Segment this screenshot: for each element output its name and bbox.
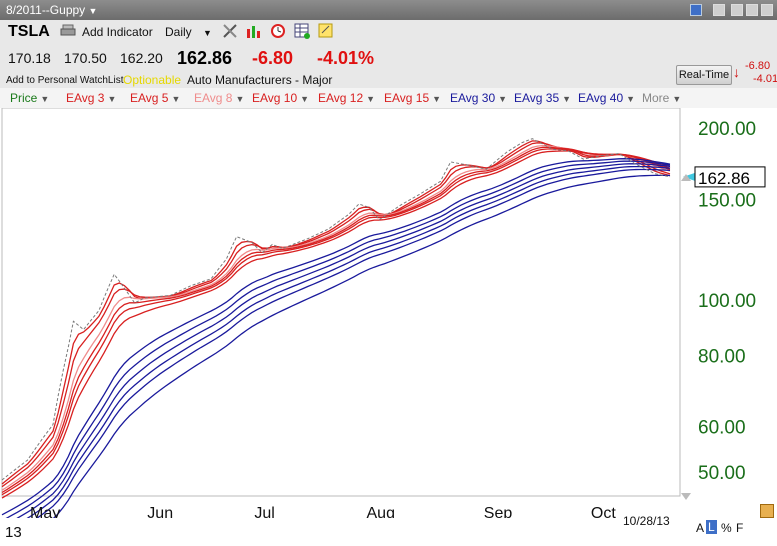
chevron-down-icon[interactable]: ▼ [366, 94, 376, 104]
chart-footer: 13 10/28/13 A L % F [0, 504, 777, 546]
series-line-eavg-12 [1, 148, 671, 496]
scroll-up-icon [681, 174, 691, 181]
period-select[interactable]: Daily ▼ [165, 25, 212, 39]
legend-item-more[interactable]: More ▼ [642, 91, 682, 105]
grid-icon[interactable] [294, 23, 312, 39]
last-price: 162.86 [177, 48, 233, 68]
chevron-down-icon[interactable]: ▼ [498, 94, 508, 104]
legend-item-eavg-30[interactable]: EAvg 30 ▼ [450, 91, 508, 105]
legend-item-eavg-8[interactable]: EAvg 8 ▼ [194, 91, 245, 105]
add-watchlist-link[interactable]: Add to Personal WatchList [6, 75, 124, 86]
restore-icon[interactable] [746, 4, 758, 16]
note-icon[interactable] [318, 23, 336, 39]
year-label: 13 [5, 524, 22, 541]
add-indicator-button[interactable]: Add Indicator [82, 25, 153, 39]
x-tick-label: Aug [367, 505, 395, 518]
tools-icon[interactable] [222, 23, 240, 39]
legend-item-price[interactable]: Price ▼ [10, 91, 50, 105]
series-line-eavg-15 [1, 150, 671, 499]
y-tick-label: 80.00 [698, 346, 746, 367]
chevron-down-icon[interactable]: ▼ [672, 94, 682, 104]
low-price: 162.20 [120, 50, 163, 66]
alarm-icon[interactable] [270, 23, 288, 39]
open-price: 170.18 [8, 50, 51, 66]
chevron-down-icon[interactable]: ▼ [562, 94, 572, 104]
legend-item-eavg-15[interactable]: EAvg 15 ▼ [384, 91, 442, 105]
move-icon[interactable] [761, 4, 773, 16]
real-time-button[interactable]: Real-Time [676, 65, 732, 85]
chevron-down-icon[interactable]: ▼ [235, 94, 245, 104]
end-date: 10/28/13 [623, 514, 670, 528]
series-line-eavg-60 [52, 174, 671, 518]
scale-mode-f[interactable]: F [736, 521, 744, 535]
legend-item-eavg-3[interactable]: EAvg 3 ▼ [66, 91, 117, 105]
edit-icon[interactable] [760, 504, 774, 518]
quote-header: TSLA Add Indicator Daily ▼ 170.18 170.50… [0, 20, 777, 88]
x-tick-label: Jun [147, 505, 173, 518]
price-change: -6.80 [252, 48, 294, 68]
chevron-down-icon[interactable]: ▼ [171, 94, 181, 104]
y-tick-label: 200.00 [698, 119, 756, 140]
x-tick-label: Oct [591, 505, 616, 518]
series-line-eavg-35 [5, 160, 671, 518]
indicator-legend: Price ▼ EAvg 3 ▼ EAvg 5 ▼ EAvg 8 ▼ EAvg 10 ▼ EAvg … [0, 88, 777, 108]
series-line-eavg-40 [16, 163, 671, 518]
x-tick-label: Jul [254, 505, 274, 518]
scale-mode-a[interactable]: A [696, 521, 705, 535]
last-price-label: 162.86 [698, 169, 750, 188]
legend-item-eavg-12[interactable]: EAvg 12 ▼ [318, 91, 376, 105]
symbol[interactable]: TSLA [8, 23, 50, 40]
scale-mode-l[interactable]: L [706, 520, 717, 534]
last-price-marker-icon [683, 172, 695, 181]
y-tick-label: 100.00 [698, 291, 756, 312]
s-badge-icon[interactable] [690, 4, 702, 16]
y-tick-label: 50.00 [698, 463, 746, 484]
y-tick-label: 60.00 [698, 418, 746, 439]
price-line [1, 138, 671, 481]
print-icon[interactable] [60, 23, 78, 39]
chevron-down-icon[interactable]: ▼ [432, 94, 442, 104]
x-tick-label: Sep [484, 505, 513, 518]
legend-item-eavg-35[interactable]: EAvg 35 ▼ [514, 91, 572, 105]
legend-item-eavg-5[interactable]: EAvg 5 ▼ [130, 91, 181, 105]
series-line-eavg-8 [1, 144, 671, 491]
optionable-label: Optionable [123, 73, 182, 87]
window-title[interactable]: 8/2011--Guppy ▼ [6, 3, 98, 17]
rt-change: -6.80 [745, 60, 771, 72]
price-change-pct: -4.01% [317, 48, 375, 68]
chevron-down-icon[interactable]: ▼ [300, 94, 310, 104]
series-line-eavg-10 [1, 146, 671, 494]
x-tick-label: May [30, 505, 60, 518]
series-line-eavg-50 [36, 168, 671, 518]
price-chart[interactable]: 50.00 60.00 80.00 100.00 150.00 200.00 162.86 M… [0, 108, 777, 518]
plot-area [1, 108, 681, 497]
legend-item-eavg-40[interactable]: EAvg 40 ▼ [578, 91, 636, 105]
save-icon[interactable] [731, 4, 743, 16]
chevron-down-icon[interactable]: ▼ [40, 94, 50, 104]
window-title-bar: 8/2011--Guppy ▼ [0, 0, 777, 20]
last-price-box [694, 166, 766, 188]
legend-item-eavg-10[interactable]: EAvg 10 ▼ [252, 91, 310, 105]
scale-mode-pct[interactable]: % [721, 521, 732, 535]
series-line-eavg-45 [26, 165, 671, 518]
industry-label[interactable]: Auto Manufacturers - Major [187, 73, 333, 87]
t-badge-icon[interactable] [713, 4, 725, 16]
down-arrow-icon: ↓ [733, 64, 740, 80]
high-price: 170.50 [64, 50, 107, 66]
bar-chart-icon[interactable] [246, 23, 264, 39]
chevron-down-icon[interactable]: ▼ [626, 94, 636, 104]
y-tick-label: 150.00 [698, 190, 756, 211]
rt-change-pct: -4.01 [753, 73, 777, 85]
scroll-down-icon [681, 493, 691, 500]
series-line-eavg-30 [1, 158, 671, 516]
chevron-down-icon[interactable]: ▼ [107, 94, 117, 104]
